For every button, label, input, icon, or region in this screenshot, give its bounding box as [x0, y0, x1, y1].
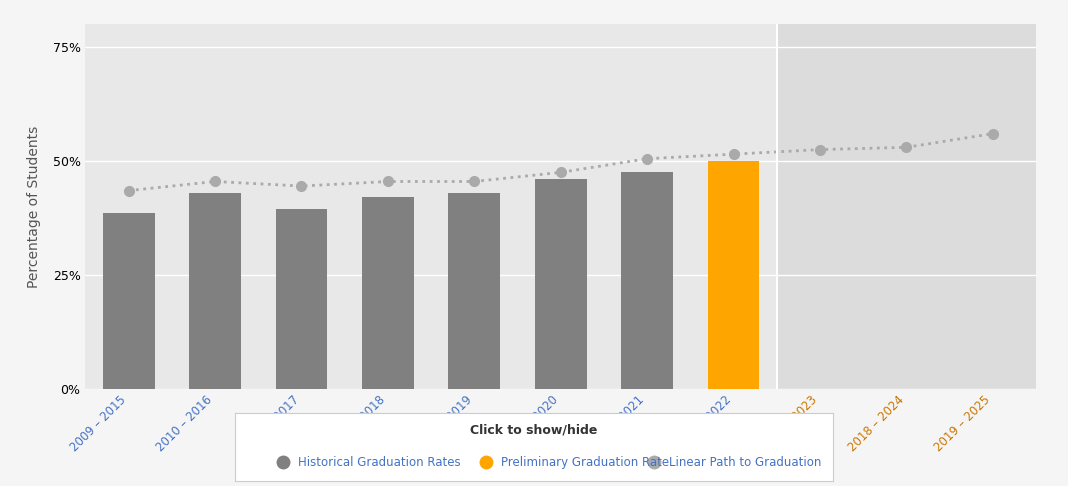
Y-axis label: Percentage of Students: Percentage of Students — [28, 125, 42, 288]
Bar — [276, 209, 328, 389]
Text: Linear Path to Graduation: Linear Path to Graduation — [669, 455, 821, 469]
Text: Click to show/hide: Click to show/hide — [470, 424, 598, 436]
Text: Preliminary Graduation Rate: Preliminary Graduation Rate — [501, 455, 670, 469]
Bar — [449, 193, 500, 389]
Bar — [535, 179, 586, 389]
Bar — [103, 213, 155, 389]
Bar — [776, 24, 1036, 389]
Bar — [622, 173, 673, 389]
X-axis label: Cohort: Cohort — [537, 462, 584, 475]
Bar — [362, 197, 413, 389]
Bar — [189, 193, 241, 389]
Text: Historical Graduation Rates: Historical Graduation Rates — [298, 455, 460, 469]
Bar — [708, 161, 759, 389]
